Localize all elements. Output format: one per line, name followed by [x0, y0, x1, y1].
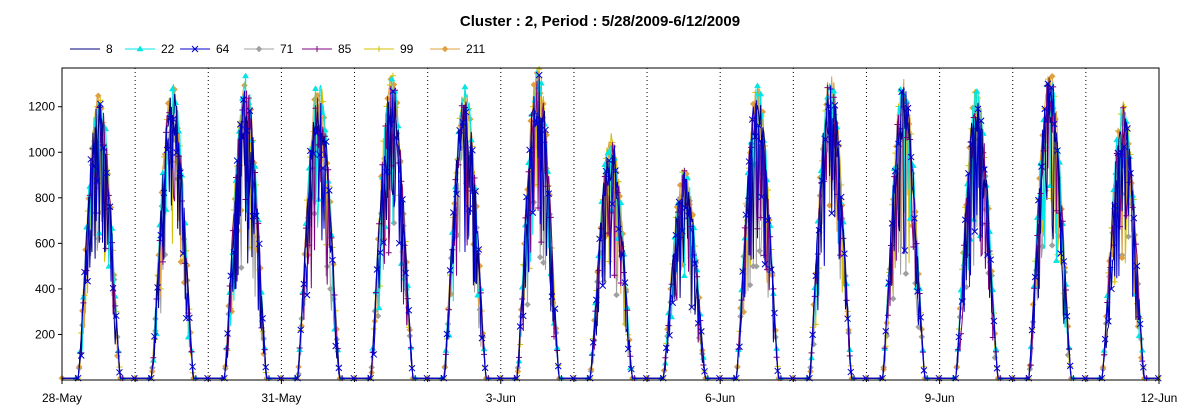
legend-label: 22 [161, 42, 175, 56]
legend-item-99: 99 [364, 42, 414, 56]
chart-title: Cluster : 2, Period : 5/28/2009-6/12/200… [460, 13, 740, 30]
series-64 [62, 71, 1162, 382]
series-8 [62, 87, 1159, 379]
legend-marker [191, 45, 199, 53]
legend-marker [314, 46, 320, 52]
x-tick-label: 6-Jun [705, 391, 735, 405]
y-tick-label: 200 [35, 327, 55, 341]
legend-item-8: 8 [70, 42, 113, 56]
grid [134, 68, 1087, 380]
axes: 200 400 600 800 1000 1200 28-May 31-May 3-Jun 6-J… [28, 100, 1177, 405]
legend-item-64: 64 [180, 42, 230, 56]
legend-marker [376, 46, 382, 52]
series-line [62, 75, 1159, 379]
legend-item-85: 85 [302, 42, 352, 56]
legend-marker [441, 45, 449, 53]
legend-marker [255, 45, 263, 53]
x-tick-label: 12-Jun [1141, 391, 1178, 405]
y-tick-label: 600 [35, 236, 55, 250]
plot-frame [61, 67, 1160, 381]
legend-label: 8 [106, 42, 113, 56]
plot-area [58, 66, 1162, 382]
legend: 8 22 64 71 85 99 211 [70, 42, 485, 56]
legend-label: 211 [466, 42, 485, 56]
x-tick-label: 31-May [261, 391, 301, 405]
legend-label: 64 [216, 42, 230, 56]
series-markers [74, 71, 1162, 382]
legend-item-22: 22 [125, 42, 175, 56]
x-tick-label: 3-Jun [486, 391, 516, 405]
legend-item-211: 211 [430, 42, 485, 56]
series-line [62, 87, 1159, 379]
y-tick-label: 800 [35, 191, 55, 205]
y-tick-label: 1200 [28, 100, 55, 114]
x-tick-label: 9-Jun [925, 391, 955, 405]
x-tick-label: 28-May [42, 391, 82, 405]
legend-label: 99 [400, 42, 414, 56]
y-tick-label: 1000 [28, 145, 55, 159]
y-tick-label: 400 [35, 282, 55, 296]
legend-marker [136, 45, 144, 52]
legend-item-71: 71 [244, 42, 294, 56]
legend-label: 85 [338, 42, 352, 56]
legend-label: 71 [280, 42, 294, 56]
